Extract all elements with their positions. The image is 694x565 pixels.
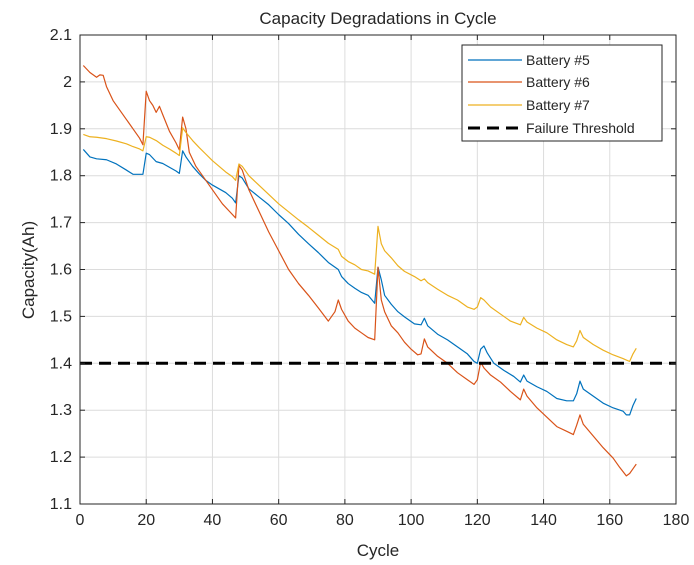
chart-title: Capacity Degradations in Cycle [259,9,496,28]
legend-label-battery-5: Battery #5 [526,52,590,68]
y-tick-label: 2.1 [50,27,72,44]
y-tick-label: 1.8 [50,168,72,185]
y-tick-label: 1.3 [50,402,72,419]
x-axis-label: Cycle [357,541,400,560]
legend-label-battery-7: Battery #7 [526,97,590,113]
series-group [80,65,676,477]
series-line-battery-7 [83,127,637,363]
series-line-battery-5 [82,149,637,416]
x-tick-label: 180 [663,512,690,529]
x-tick-label: 120 [464,512,491,529]
y-tick-label: 1.5 [50,308,72,325]
grid [79,34,677,505]
y-tick-label: 1.2 [50,449,72,466]
y-axis: 1.1 1.2 1.3 1.4 1.5 1.6 1.7 1.8 1.9 2 2.1 [50,27,676,513]
y-tick-label: 1.6 [50,262,72,279]
y-tick-label: 1.1 [50,496,72,513]
series-line-battery-6 [82,65,637,477]
x-tick-label: 160 [596,512,623,529]
x-tick-label: 100 [398,512,425,529]
x-tick-label: 60 [270,512,288,529]
x-tick-label: 20 [137,512,155,529]
y-axis-label: Capacity(Ah) [19,221,38,319]
y-tick-label: 1.9 [50,121,72,138]
legend-box [461,44,663,142]
y-tick-label: 1.7 [50,215,72,232]
legend-label-failure-threshold: Failure Threshold [526,120,635,136]
legend-label-battery-6: Battery #6 [526,74,590,90]
x-tick-label: 140 [530,512,557,529]
x-tick-label: 80 [336,512,354,529]
x-tick-label: 0 [76,512,85,529]
y-tick-label: 1.4 [50,355,72,372]
x-axis: 0 20 40 60 80 100 120 140 160 180 [76,35,690,529]
y-tick-label: 2 [63,74,72,91]
legend: Battery #5 Battery #6 Battery #7 Failure… [461,44,663,142]
x-tick-label: 40 [204,512,222,529]
